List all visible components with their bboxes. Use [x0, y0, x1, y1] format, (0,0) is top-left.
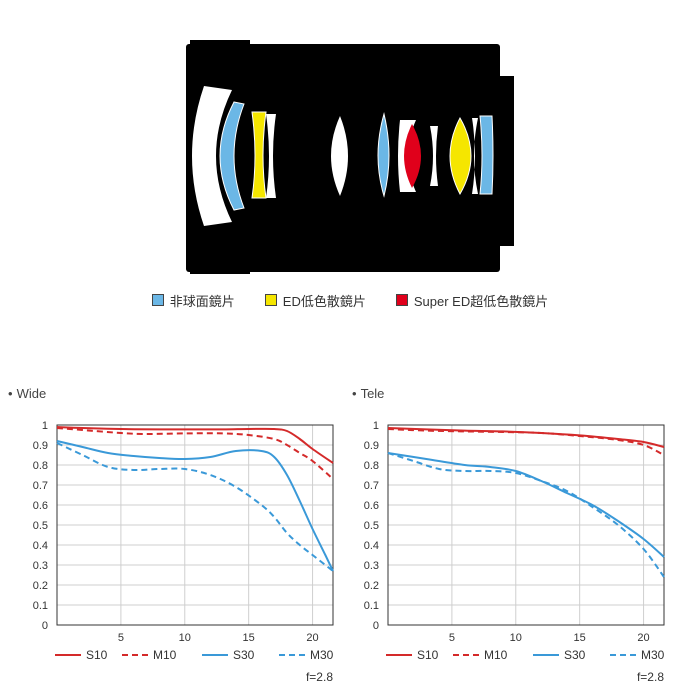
y-tick-label: 0.7 [33, 480, 48, 492]
y-tick-label: 0.1 [364, 600, 379, 612]
legend-item-ed: ED低色散鏡片 [264, 291, 366, 310]
plot-frame [56, 424, 334, 626]
series-line-m30 [56, 442, 334, 572]
x-tick-label: 10 [179, 632, 191, 644]
super-ed-swatch [395, 294, 408, 306]
legend-label-m30: M30 [310, 648, 334, 662]
y-tick-label: 0.9 [364, 440, 379, 452]
lens-legend: 非球面鏡片 ED低色散鏡片 Super ED超低色散鏡片 [0, 290, 700, 310]
series-line-m10 [387, 428, 665, 456]
ed-element-front [251, 111, 276, 199]
tele-title-text: Tele [360, 386, 385, 401]
legend-label-aspherical: 非球面鏡片 [169, 293, 235, 309]
y-tick-label: 0.5 [33, 520, 48, 532]
wide-panel-title: • Wide [8, 386, 47, 401]
y-tick-label: 0.9 [33, 440, 48, 452]
legend-label-ed: ED低色散鏡片 [282, 293, 366, 309]
legend-label-m30: M30 [641, 648, 665, 662]
series-line-s30 [387, 452, 665, 558]
y-tick-label: 0.6 [364, 500, 379, 512]
y-tick-label: 0.1 [33, 600, 48, 612]
y-tick-label: 0 [42, 620, 48, 632]
y-tick-label: 0.4 [364, 540, 379, 552]
aspherical-element-rear [479, 115, 494, 195]
series-line-s30 [56, 440, 334, 572]
lens-cross-section-diagram [186, 40, 514, 274]
series-line-m10 [56, 427, 334, 480]
x-tick-label: 20 [637, 632, 649, 644]
legend-item-super-ed: Super ED超低色散鏡片 [395, 291, 549, 310]
y-tick-label: 0.3 [33, 560, 48, 572]
y-tick-label: 0.3 [364, 560, 379, 572]
x-tick-label: 20 [306, 632, 318, 644]
series-line-s10 [56, 426, 334, 464]
super-ed-element [398, 120, 438, 192]
x-tick-label: 15 [574, 632, 586, 644]
ed-swatch [264, 294, 277, 306]
plot-frame [387, 424, 665, 626]
y-tick-label: 1 [373, 420, 379, 432]
y-tick-label: 0.4 [33, 540, 48, 552]
aspherical-swatch [151, 294, 164, 306]
series-line-m30 [387, 452, 665, 578]
y-tick-label: 0.6 [33, 500, 48, 512]
legend-label-s10: S10 [417, 648, 439, 662]
y-tick-label: 1 [42, 420, 48, 432]
x-tick-label: 15 [243, 632, 255, 644]
legend-label-s30: S30 [233, 648, 255, 662]
legend-label-super-ed: Super ED超低色散鏡片 [413, 293, 549, 309]
tele-panel-title: • Tele [352, 386, 385, 401]
aperture-label: f=2.8 [637, 670, 664, 684]
y-tick-label: 0.5 [364, 520, 379, 532]
legend-label-m10: M10 [484, 648, 508, 662]
legend-label-s10: S10 [86, 648, 108, 662]
ed-element-rear [449, 116, 478, 196]
y-tick-label: 0.2 [364, 580, 379, 592]
y-tick-label: 0.2 [33, 580, 48, 592]
y-tick-label: 0 [373, 620, 379, 632]
lens-element-mid [331, 116, 348, 196]
y-tick-label: 0.8 [33, 460, 48, 472]
aperture-label: f=2.8 [306, 670, 333, 684]
legend-item-aspherical: 非球面鏡片 [151, 291, 235, 310]
aspherical-element-mid [377, 112, 390, 198]
x-tick-label: 10 [510, 632, 522, 644]
legend-label-m10: M10 [153, 648, 177, 662]
wide-title-text: Wide [16, 386, 47, 401]
legend-label-s30: S30 [564, 648, 586, 662]
lens-element-1 [192, 86, 232, 226]
aspherical-element-front [219, 101, 245, 211]
y-tick-label: 0.8 [364, 460, 379, 472]
x-tick-label: 5 [449, 632, 455, 644]
y-tick-label: 0.7 [364, 480, 379, 492]
x-tick-label: 5 [118, 632, 124, 644]
